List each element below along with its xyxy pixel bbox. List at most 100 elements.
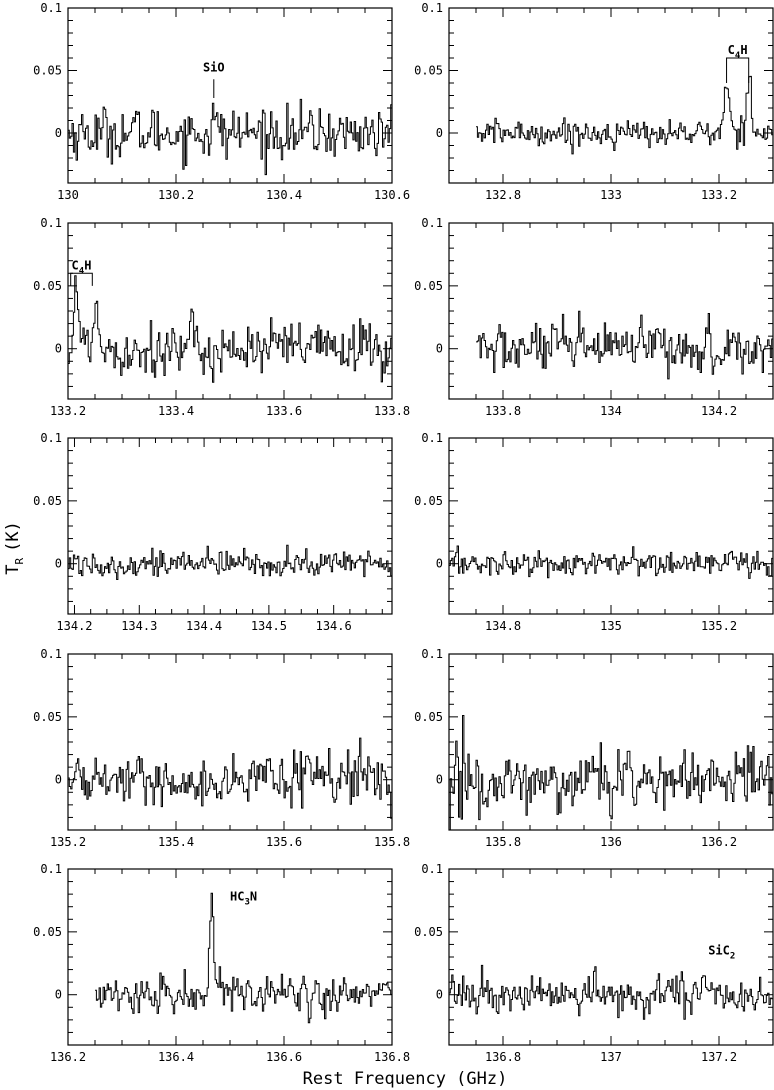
bracket-marker bbox=[70, 272, 93, 286]
y-tick-label: 0 bbox=[436, 557, 443, 571]
x-tick-label: 134.5 bbox=[251, 619, 287, 633]
y-tick-label: 0 bbox=[55, 126, 62, 140]
y-tick-label: 0 bbox=[436, 773, 443, 787]
spectrum-line bbox=[68, 98, 392, 176]
y-tick-label: 0.1 bbox=[40, 1, 62, 15]
x-tick-label: 130.2 bbox=[158, 188, 194, 202]
y-tick-label: 0.05 bbox=[33, 925, 62, 939]
line-annotation: C4H bbox=[72, 258, 92, 276]
panel-frame bbox=[448, 222, 774, 400]
y-tick-label: 0 bbox=[55, 988, 62, 1002]
x-tick-label: 136.4 bbox=[158, 1050, 194, 1064]
panel-frame bbox=[67, 437, 393, 615]
y-tick-label: 0.05 bbox=[414, 64, 443, 78]
spectrum-line bbox=[449, 964, 773, 1020]
spectrum-line bbox=[68, 275, 392, 383]
y-tick-label: 0.1 bbox=[40, 647, 62, 661]
panel-frame bbox=[448, 653, 774, 831]
y-axis-label-unit: (K) bbox=[3, 521, 23, 552]
x-tick-label: 134.2 bbox=[701, 404, 737, 418]
y-tick-label: 0.05 bbox=[414, 279, 443, 293]
y-axis-label-main: T bbox=[3, 565, 23, 575]
spectrum-line bbox=[476, 75, 773, 155]
y-tick-label: 0 bbox=[436, 342, 443, 356]
y-tick-label: 0.05 bbox=[414, 925, 443, 939]
x-axis-label: Rest Frequency (GHz) bbox=[303, 1069, 508, 1089]
y-tick-label: 0.1 bbox=[421, 862, 443, 876]
spectrum-panel-5: 0 0.05 0.1 134.2 134.3 134.4 134.5 134.6 bbox=[33, 431, 393, 633]
line-annotation: SiO bbox=[203, 60, 225, 74]
x-tick-label: 134 bbox=[600, 404, 622, 418]
spectrum-line bbox=[449, 545, 773, 579]
spectrum-line bbox=[476, 310, 773, 380]
x-tick-label: 130.4 bbox=[266, 188, 302, 202]
x-tick-label: 136.8 bbox=[374, 1050, 410, 1064]
x-tick-label: 136.2 bbox=[701, 835, 737, 849]
x-tick-label: 134.6 bbox=[316, 619, 352, 633]
y-tick-label: 0.05 bbox=[414, 494, 443, 508]
y-tick-label: 0 bbox=[55, 342, 62, 356]
x-tick-label: 134.2 bbox=[56, 619, 92, 633]
spectrum-line bbox=[449, 715, 773, 830]
spectrum-panel-8: 0 0.05 0.1 135.8 136 136.2 bbox=[414, 647, 774, 849]
x-tick-label: 137.2 bbox=[701, 1050, 737, 1064]
y-tick-label: 0.05 bbox=[33, 64, 62, 78]
x-tick-label: 136.6 bbox=[266, 1050, 302, 1064]
panel-group: 0 0.05 0.1 130 130.2 130.4 130.6 SiO 0 0.05 0.1 132… bbox=[33, 1, 774, 1064]
spectrum-panel-10: 0 0.05 0.1 136.8 137 137.2 SiC2 bbox=[414, 862, 774, 1064]
x-tick-label: 137 bbox=[600, 1050, 622, 1064]
y-tick-label: 0 bbox=[55, 557, 62, 571]
spectrum-panel-1: 0 0.05 0.1 130 130.2 130.4 130.6 SiO bbox=[33, 1, 410, 202]
x-tick-label: 133.6 bbox=[266, 404, 302, 418]
spectrum-line bbox=[95, 892, 392, 1024]
panel-frame bbox=[67, 7, 393, 184]
y-tick-label: 0 bbox=[436, 126, 443, 140]
y-tick-label: 0.05 bbox=[33, 494, 62, 508]
y-tick-label: 0 bbox=[55, 773, 62, 787]
y-tick-label: 0.1 bbox=[421, 431, 443, 445]
y-tick-label: 0.05 bbox=[33, 710, 62, 724]
y-tick-label: 0.1 bbox=[40, 431, 62, 445]
spectrum-panel-7: 0 0.05 0.1 135.2 135.4 135.6 135.8 bbox=[33, 647, 410, 849]
spectrum-panel-6: 0 0.05 0.1 134.8 135 135.2 bbox=[414, 431, 774, 633]
panel-frame bbox=[67, 222, 393, 400]
spectrum-panel-4: 0 0.05 0.1 133.8 134 134.2 bbox=[414, 216, 774, 418]
line-annotation: SiC2 bbox=[708, 943, 735, 961]
x-tick-label: 135.8 bbox=[485, 835, 521, 849]
x-tick-label: 136.2 bbox=[50, 1050, 86, 1064]
line-annotation: HC3N bbox=[230, 889, 257, 907]
x-tick-label: 134.8 bbox=[485, 619, 521, 633]
x-tick-label: 136.8 bbox=[485, 1050, 521, 1064]
spectrum-panel-2: 0 0.05 0.1 132.8 133 133.2 C4H bbox=[414, 1, 774, 202]
line-annotation: C4H bbox=[728, 43, 748, 61]
y-axis-label-sub: R bbox=[13, 558, 26, 565]
panel-frame bbox=[67, 653, 393, 831]
y-tick-label: 0.1 bbox=[421, 1, 443, 15]
x-tick-label: 133.2 bbox=[701, 188, 737, 202]
x-tick-label: 135.2 bbox=[701, 619, 737, 633]
x-tick-label: 130.6 bbox=[374, 188, 410, 202]
x-tick-label: 136 bbox=[600, 835, 622, 849]
spectrum-line bbox=[68, 737, 392, 819]
x-tick-label: 133.8 bbox=[374, 404, 410, 418]
spectrum-panel-3: 0 0.05 0.1 133.2 133.4 133.6 133.8 C4H bbox=[33, 216, 410, 418]
spectrum-line bbox=[68, 544, 392, 580]
y-tick-label: 0.1 bbox=[40, 216, 62, 230]
x-tick-label: 135.6 bbox=[266, 835, 302, 849]
bracket-marker bbox=[726, 57, 750, 83]
y-tick-label: 0.05 bbox=[414, 710, 443, 724]
x-tick-label: 134.4 bbox=[186, 619, 222, 633]
y-tick-label: 0.1 bbox=[421, 216, 443, 230]
y-tick-label: 0.1 bbox=[40, 862, 62, 876]
x-tick-label: 135 bbox=[600, 619, 622, 633]
spectrum-panel-9: 0 0.05 0.1 136.2 136.4 136.6 136.8 HC3N bbox=[33, 862, 410, 1064]
panel-frame bbox=[448, 437, 774, 615]
x-tick-label: 135.4 bbox=[158, 835, 194, 849]
x-tick-label: 134.3 bbox=[121, 619, 157, 633]
y-tick-label: 0.1 bbox=[421, 647, 443, 661]
y-tick-label: 0.05 bbox=[33, 279, 62, 293]
x-tick-label: 132.8 bbox=[485, 188, 521, 202]
x-tick-label: 133 bbox=[600, 188, 622, 202]
x-tick-label: 133.8 bbox=[485, 404, 521, 418]
